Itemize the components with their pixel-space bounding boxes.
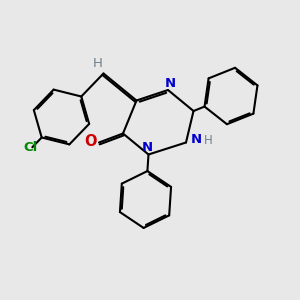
Text: H: H [204,134,213,148]
Text: N: N [141,141,153,154]
Text: Cl: Cl [24,141,38,154]
Text: N: N [165,77,176,90]
Text: N: N [191,133,202,146]
Text: O: O [84,134,97,148]
Text: H: H [93,57,103,70]
